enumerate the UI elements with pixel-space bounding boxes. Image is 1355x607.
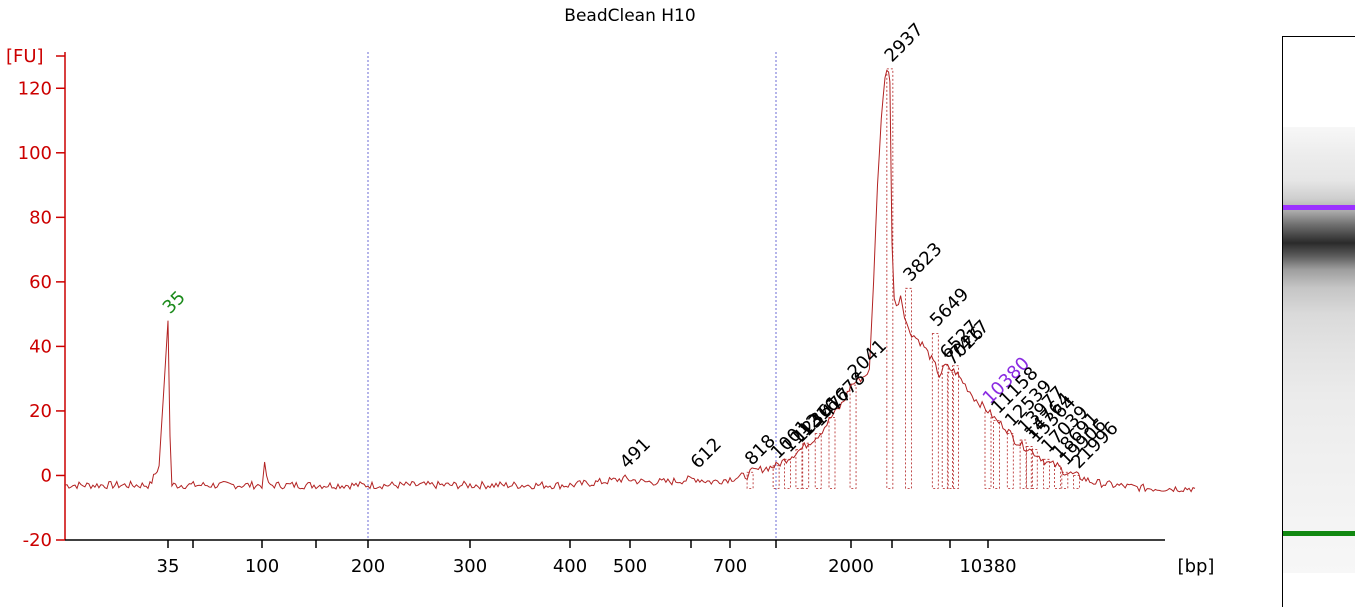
ladder-marker-lines xyxy=(367,52,777,540)
peak-region xyxy=(1073,475,1081,489)
y-tick-label: -20 xyxy=(23,530,52,551)
peak-region xyxy=(1043,458,1050,489)
peak-label: 612 xyxy=(687,434,726,473)
y-tick-label: 120 xyxy=(18,78,52,99)
peak-region xyxy=(784,458,791,489)
x-tick-label: 300 xyxy=(453,556,487,577)
y-tick-label: 100 xyxy=(18,143,52,164)
x-tick-label: 2000 xyxy=(828,556,874,577)
peak-region xyxy=(795,449,803,489)
peak-region xyxy=(746,471,754,489)
peak-region xyxy=(905,287,912,489)
x-axis-label: [bp] xyxy=(1178,556,1215,577)
y-tick-label: 80 xyxy=(29,207,52,228)
x-tick-label: 35 xyxy=(157,556,180,577)
peak-label: 2937 xyxy=(881,19,928,66)
peak-region xyxy=(828,416,836,489)
peak-label: 2041 xyxy=(844,335,891,382)
peak-region xyxy=(814,433,822,489)
lower-marker-band xyxy=(1283,531,1355,536)
gel-lane-smear xyxy=(1283,127,1355,573)
peak-region xyxy=(1053,465,1061,489)
peak-region xyxy=(1030,449,1038,489)
axes: [FU] -20 0 20 40 60 80 100 120 35 100 200 300 400 500 7… xyxy=(6,46,1214,577)
peak-region xyxy=(1061,471,1069,489)
peak-region xyxy=(946,371,954,489)
peak-region xyxy=(1019,439,1027,489)
y-tick-label: 60 xyxy=(29,272,52,293)
x-tick-label: 400 xyxy=(553,556,587,577)
peak-region xyxy=(931,333,939,489)
y-tick-label: 20 xyxy=(29,401,52,422)
y-axis-label: [FU] xyxy=(6,46,44,67)
x-tick-label: 700 xyxy=(713,556,747,577)
peak-label: 3823 xyxy=(899,239,946,286)
peak-region xyxy=(772,465,780,489)
x-tick-label: 200 xyxy=(351,556,385,577)
electropherogram-plot: [FU] -20 0 20 40 60 80 100 120 35 100 200 300 400 500 7… xyxy=(6,19,1214,577)
x-tick-label: 500 xyxy=(613,556,647,577)
trace-line xyxy=(64,69,1196,493)
gel-image-lane xyxy=(1282,36,1355,607)
peak-region xyxy=(886,68,894,489)
peak-label: 35 xyxy=(159,287,190,318)
x-tick-label: 100 xyxy=(245,556,279,577)
upper-marker-band xyxy=(1283,205,1355,210)
peak-region xyxy=(993,420,1000,489)
peak-label: 491 xyxy=(616,434,655,473)
chart-title: BeadClean H10 xyxy=(564,6,696,26)
x-tick-label: 10380 xyxy=(959,556,1016,577)
trace-series xyxy=(64,69,1196,493)
peak-region xyxy=(849,384,857,489)
y-tick-label: 0 xyxy=(41,465,52,486)
peak-region xyxy=(802,442,810,489)
peak-region xyxy=(984,410,992,489)
y-tick-label: 40 xyxy=(29,336,52,357)
peak-region xyxy=(1006,433,1014,489)
